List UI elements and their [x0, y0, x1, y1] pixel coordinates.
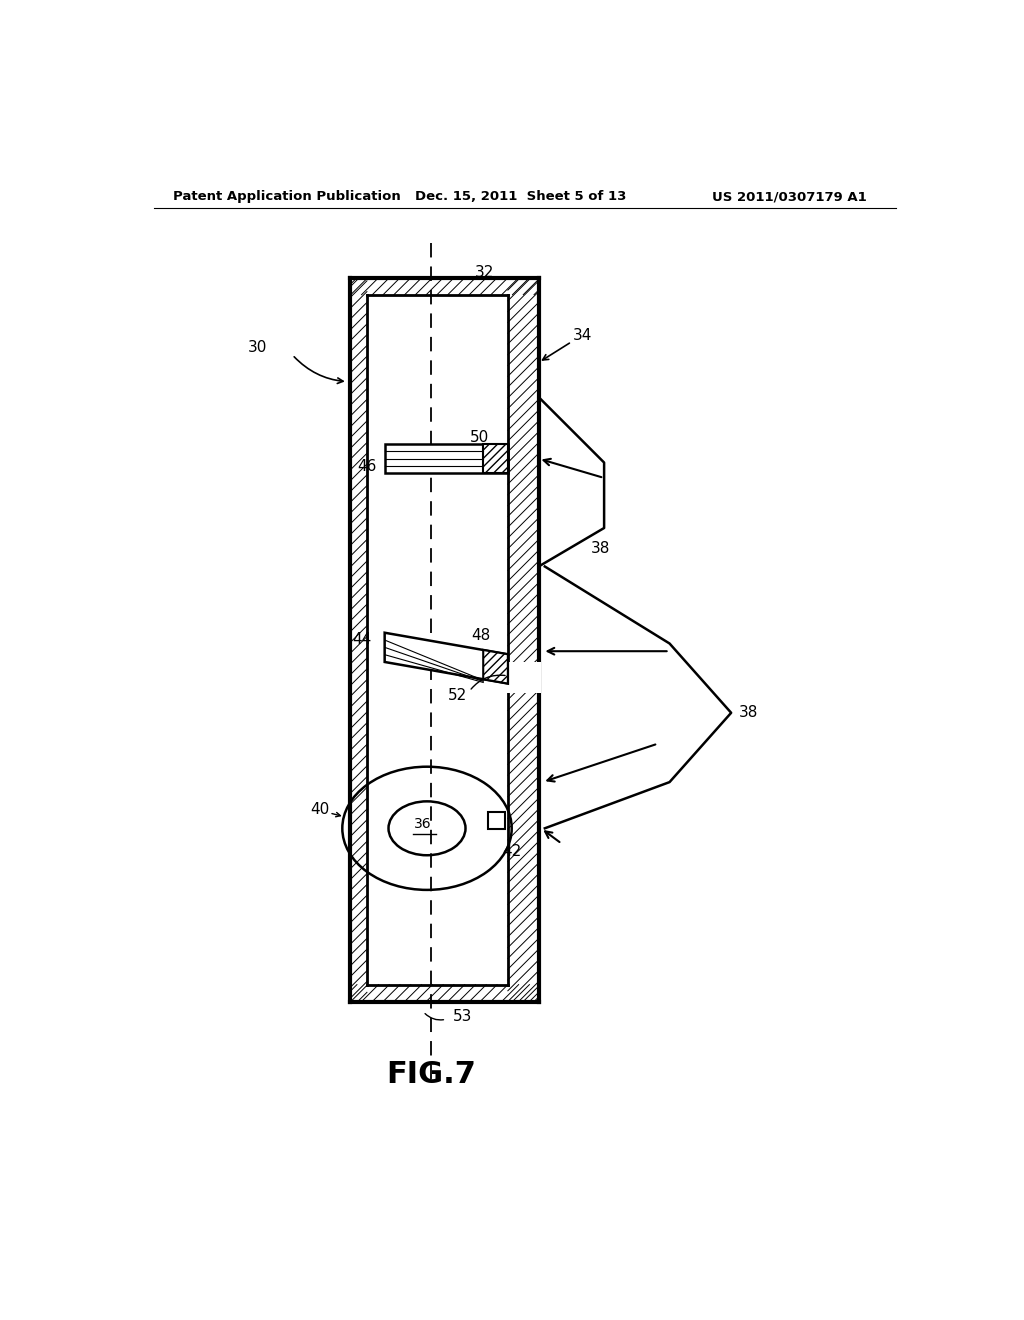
Text: Patent Application Publication: Patent Application Publication [173, 190, 400, 203]
Text: FIG.7: FIG.7 [386, 1060, 476, 1089]
Polygon shape [483, 649, 508, 684]
Text: 53: 53 [453, 1010, 472, 1024]
Text: 36: 36 [415, 817, 432, 832]
Polygon shape [508, 277, 539, 1002]
Text: 38: 38 [739, 705, 758, 721]
Polygon shape [350, 277, 367, 1002]
Text: 46: 46 [357, 459, 377, 474]
Text: 50: 50 [470, 429, 489, 445]
Text: 42: 42 [502, 843, 521, 859]
Text: 30: 30 [248, 339, 267, 355]
Polygon shape [350, 985, 539, 1002]
Bar [487, 812, 505, 829]
Text: US 2011/0307179 A1: US 2011/0307179 A1 [712, 190, 866, 203]
Text: 40: 40 [310, 801, 330, 817]
Text: 44: 44 [352, 632, 372, 647]
Polygon shape [367, 294, 508, 985]
Bar [385, 444, 508, 474]
Bar [483, 444, 508, 474]
Bar [506, 663, 541, 693]
Text: 34: 34 [573, 327, 593, 343]
Text: Dec. 15, 2011  Sheet 5 of 13: Dec. 15, 2011 Sheet 5 of 13 [416, 190, 627, 203]
Text: 52: 52 [449, 688, 467, 704]
Polygon shape [385, 632, 508, 684]
Text: 38: 38 [591, 541, 610, 556]
Text: 48: 48 [471, 628, 490, 643]
Text: 32: 32 [475, 265, 495, 280]
Polygon shape [350, 277, 539, 294]
